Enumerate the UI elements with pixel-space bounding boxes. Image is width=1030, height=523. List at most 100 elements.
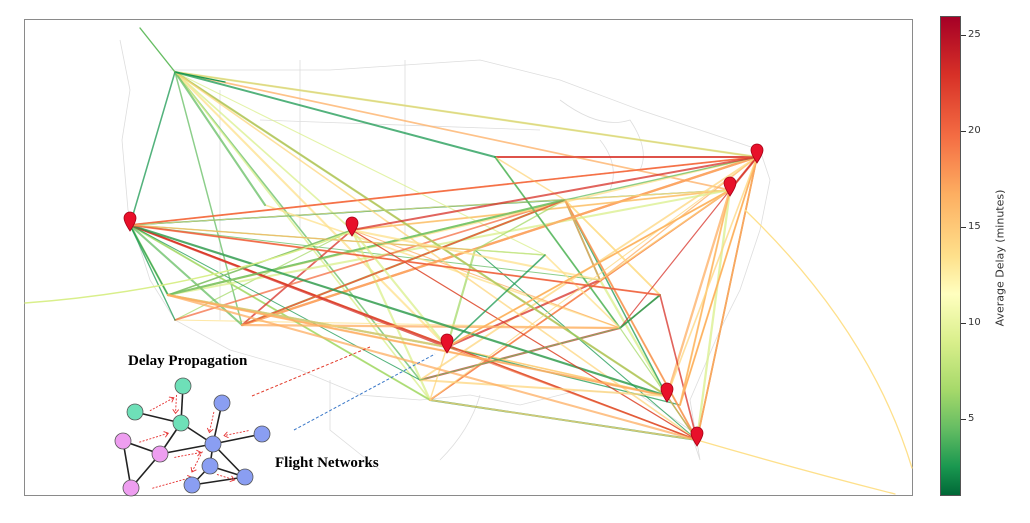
colorbar-tick-label: 25 (968, 29, 981, 41)
route-line (173, 70, 267, 207)
inset-node (204, 435, 222, 453)
route-line (24, 231, 351, 304)
route-line (350, 228, 449, 349)
colorbar-tick (961, 35, 966, 37)
route-line (619, 327, 698, 441)
inset-node (236, 468, 254, 486)
route-line (744, 209, 913, 469)
propagation-arrowhead (223, 431, 229, 439)
route-line (619, 294, 661, 329)
route-line (679, 156, 758, 406)
route-line (241, 199, 566, 326)
route-line (446, 189, 731, 348)
propagation-arrow (223, 430, 249, 437)
route-line (173, 70, 759, 159)
propagation-arrowhead (206, 427, 214, 434)
route-line (129, 224, 661, 296)
route-line (129, 224, 169, 296)
route-line (564, 199, 661, 296)
propagation-arrowhead (168, 396, 175, 403)
route-line (174, 71, 226, 83)
airport-marker (723, 176, 737, 197)
colorbar-tick-label: 5 (968, 413, 975, 425)
colorbar-tick-label: 15 (968, 221, 981, 233)
route-line (129, 224, 698, 441)
inset-node (253, 425, 271, 443)
route-line (544, 254, 621, 329)
route-line (474, 249, 698, 441)
route-line (564, 156, 758, 201)
route-line (166, 293, 699, 442)
inset-node (122, 479, 140, 497)
route-line (174, 199, 566, 321)
route-line (173, 70, 449, 349)
airport-marker (345, 216, 359, 237)
colorbar-tick-label: 10 (968, 317, 981, 329)
route-line (129, 224, 476, 251)
route-line (173, 70, 497, 159)
route-line (445, 278, 602, 349)
route-line (695, 188, 732, 442)
route-line (129, 224, 601, 281)
inset-edge (191, 476, 246, 486)
inset-network (114, 377, 271, 497)
colorbar-tick (961, 323, 966, 325)
propagation-connector (251, 346, 371, 397)
route-line (166, 188, 732, 297)
propagation-arrow (175, 394, 177, 414)
route-line (696, 156, 758, 441)
route-line (679, 189, 731, 406)
map-frame (24, 19, 913, 496)
airport-marker (440, 333, 454, 354)
route-line (139, 27, 176, 73)
route-line (240, 155, 759, 327)
colorbar-tick (961, 419, 966, 421)
airport-marker (690, 426, 704, 447)
propagation-arrowhead (163, 431, 169, 438)
airport-marker (660, 382, 674, 403)
inset-node (213, 394, 231, 412)
route-line (129, 224, 421, 381)
network-connector (293, 353, 436, 431)
route-line (494, 156, 621, 329)
airport-marker (123, 211, 137, 232)
route-line (350, 155, 759, 232)
route-line (351, 229, 698, 441)
airport-marker (750, 143, 764, 164)
inset-edge (159, 443, 214, 455)
flight-networks-label: Flight Networks (275, 455, 379, 471)
route-line (129, 71, 176, 226)
route-line (429, 399, 698, 441)
route-line (351, 229, 621, 329)
route-line (129, 156, 758, 226)
route-line (128, 223, 244, 327)
route-line (419, 379, 668, 397)
airport-hubs (123, 143, 764, 447)
route-line (474, 199, 566, 251)
route-line (619, 189, 731, 329)
colorbar-title: Average Delay (minutes) (993, 189, 1007, 327)
colorbar-tick (961, 227, 966, 229)
route-line (446, 254, 546, 348)
route-line (696, 439, 896, 495)
inset-node (151, 445, 169, 463)
route-line (419, 327, 621, 381)
colorbar-tick-label: 20 (968, 125, 981, 137)
route-line (598, 278, 669, 398)
route-line (166, 293, 669, 398)
propagation-arrowhead (172, 409, 180, 415)
propagation-arrow (149, 397, 175, 412)
route-line (350, 228, 602, 282)
propagation-arrow (216, 474, 235, 481)
route-line (174, 71, 431, 401)
propagation-arrow (191, 451, 203, 473)
propagation-arrowhead (196, 449, 202, 457)
route-line (666, 156, 758, 397)
flight-routes (24, 27, 913, 495)
inset-node (174, 377, 192, 395)
delay-propagation-label: Delay Propagation (128, 353, 248, 369)
propagation-arrowhead (229, 475, 236, 483)
propagation-arrowhead (190, 467, 197, 473)
route-line (564, 189, 731, 201)
